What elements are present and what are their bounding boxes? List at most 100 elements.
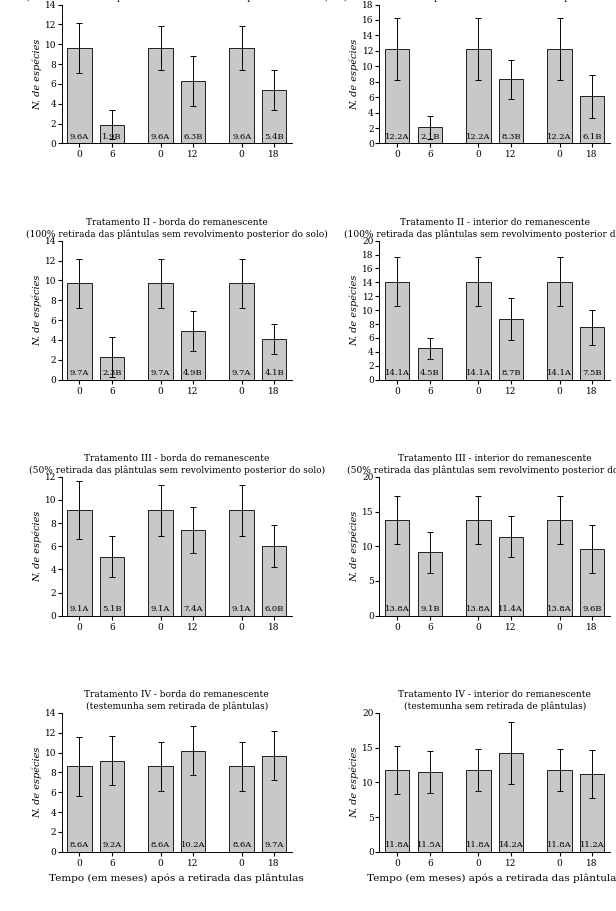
- Text: 8.6A: 8.6A: [151, 841, 170, 849]
- Text: 8.6A: 8.6A: [232, 841, 251, 849]
- Text: 9.1B: 9.1B: [420, 605, 440, 613]
- Bar: [418, 128, 442, 143]
- Text: 12.2A: 12.2A: [547, 133, 572, 140]
- Bar: [67, 283, 92, 380]
- Text: 4.5B: 4.5B: [420, 369, 440, 377]
- Text: 9.1A: 9.1A: [70, 605, 89, 613]
- Text: 7.4A: 7.4A: [183, 605, 203, 613]
- Text: 4.9B: 4.9B: [183, 369, 203, 377]
- Text: 2.1B: 2.1B: [420, 133, 439, 140]
- Bar: [580, 774, 604, 852]
- Text: 11.8A: 11.8A: [466, 841, 491, 849]
- Bar: [580, 549, 604, 616]
- Text: 10.2A: 10.2A: [180, 841, 205, 849]
- Y-axis label: N. de espécies: N. de espécies: [32, 274, 42, 346]
- Bar: [385, 49, 410, 143]
- Title: Tratamento I - interior do remanescente
(100% retirada das plântulas com revolvi: Tratamento I - interior do remanescente …: [344, 0, 616, 3]
- Bar: [385, 281, 410, 380]
- Bar: [181, 331, 205, 380]
- Title: Tratamento II - borda do remanescente
(100% retirada das plântulas sem revolvime: Tratamento II - borda do remanescente (1…: [26, 218, 328, 239]
- Text: 4.1B: 4.1B: [264, 369, 284, 377]
- Bar: [580, 97, 604, 143]
- Text: 6.1B: 6.1B: [582, 133, 602, 140]
- Bar: [100, 125, 124, 143]
- Bar: [148, 283, 172, 380]
- Text: 6.3B: 6.3B: [184, 133, 203, 140]
- Title: Tratamento III - borda do remanescente
(50% retirada das plântulas sem revolvime: Tratamento III - borda do remanescente (…: [29, 454, 325, 475]
- Bar: [418, 552, 442, 616]
- Bar: [262, 339, 286, 380]
- Bar: [418, 348, 442, 380]
- Bar: [548, 770, 572, 852]
- Text: 9.1A: 9.1A: [151, 605, 170, 613]
- Text: 2.3B: 2.3B: [102, 369, 121, 377]
- Bar: [499, 319, 523, 380]
- Text: 14.2A: 14.2A: [498, 841, 523, 849]
- Bar: [181, 530, 205, 616]
- Text: 5.4B: 5.4B: [264, 133, 284, 140]
- Text: 9.2A: 9.2A: [102, 841, 121, 849]
- Bar: [385, 520, 410, 616]
- Title: Tratamento III - interior do remanescente
(50% retirada das plântulas sem revolv: Tratamento III - interior do remanescent…: [347, 454, 616, 475]
- Text: 14.1A: 14.1A: [547, 369, 572, 377]
- Bar: [148, 510, 172, 616]
- Y-axis label: N. de espécies: N. de espécies: [350, 274, 360, 346]
- Text: 11.8A: 11.8A: [547, 841, 572, 849]
- Bar: [262, 755, 286, 852]
- Title: Tratamento IV - borda do remanescente
(testemunha sem retirada de plântulas): Tratamento IV - borda do remanescente (t…: [84, 690, 269, 711]
- Text: 9.1A: 9.1A: [232, 605, 251, 613]
- Text: 8.3B: 8.3B: [501, 133, 521, 140]
- Bar: [100, 357, 124, 380]
- Bar: [67, 48, 92, 143]
- Text: 11.4A: 11.4A: [498, 605, 524, 613]
- Bar: [148, 48, 172, 143]
- Text: 7.5B: 7.5B: [582, 369, 602, 377]
- Bar: [181, 81, 205, 143]
- Bar: [262, 90, 286, 143]
- Bar: [499, 753, 523, 852]
- Bar: [230, 510, 254, 616]
- Text: 6.0B: 6.0B: [264, 605, 284, 613]
- X-axis label: Tempo (em meses) após a retirada das plântulas: Tempo (em meses) após a retirada das plâ…: [367, 874, 616, 883]
- Y-axis label: N. de espécies: N. de espécies: [32, 510, 42, 582]
- Text: 11.8A: 11.8A: [385, 841, 410, 849]
- Bar: [548, 281, 572, 380]
- Text: 14.1A: 14.1A: [466, 369, 491, 377]
- Bar: [418, 772, 442, 852]
- Text: 11.2A: 11.2A: [580, 841, 604, 849]
- Text: 12.2A: 12.2A: [466, 133, 491, 140]
- Text: 8.7B: 8.7B: [501, 369, 521, 377]
- Text: 9.7A: 9.7A: [232, 369, 251, 377]
- Bar: [466, 281, 490, 380]
- X-axis label: Tempo (em meses) após a retirada das plântulas: Tempo (em meses) após a retirada das plâ…: [49, 874, 304, 883]
- Bar: [385, 770, 410, 852]
- Title: Tratamento IV - interior do remanescente
(testemunha sem retirada de plântulas): Tratamento IV - interior do remanescente…: [398, 690, 591, 711]
- Bar: [100, 761, 124, 852]
- Text: 9.7A: 9.7A: [70, 369, 89, 377]
- Y-axis label: N. de espécies: N. de espécies: [32, 747, 42, 818]
- Y-axis label: N. de espécies: N. de espécies: [350, 747, 360, 818]
- Text: 13.8A: 13.8A: [466, 605, 491, 613]
- Title: Tratamento I - borda do remanescente
(100% retirada das plântulas com revolvimen: Tratamento I - borda do remanescente (10…: [26, 0, 328, 3]
- Bar: [230, 283, 254, 380]
- Bar: [580, 327, 604, 380]
- Bar: [466, 520, 490, 616]
- Y-axis label: N. de espécies: N. de espécies: [32, 38, 42, 109]
- Text: 8.6A: 8.6A: [70, 841, 89, 849]
- Bar: [499, 537, 523, 616]
- Bar: [100, 557, 124, 616]
- Bar: [466, 49, 490, 143]
- Text: 9.6B: 9.6B: [582, 605, 602, 613]
- Title: Tratamento II - interior do remanescente
(100% retirada das plântulas sem revolv: Tratamento II - interior do remanescente…: [344, 218, 616, 239]
- Y-axis label: N. de espécies: N. de espécies: [350, 510, 360, 582]
- Bar: [499, 79, 523, 143]
- Bar: [181, 751, 205, 852]
- Bar: [67, 766, 92, 852]
- Text: 12.2A: 12.2A: [385, 133, 410, 140]
- Bar: [548, 520, 572, 616]
- Bar: [67, 510, 92, 616]
- Text: 9.6A: 9.6A: [151, 133, 170, 140]
- Text: 9.7A: 9.7A: [151, 369, 170, 377]
- Text: 9.6A: 9.6A: [232, 133, 251, 140]
- Text: 13.8A: 13.8A: [385, 605, 410, 613]
